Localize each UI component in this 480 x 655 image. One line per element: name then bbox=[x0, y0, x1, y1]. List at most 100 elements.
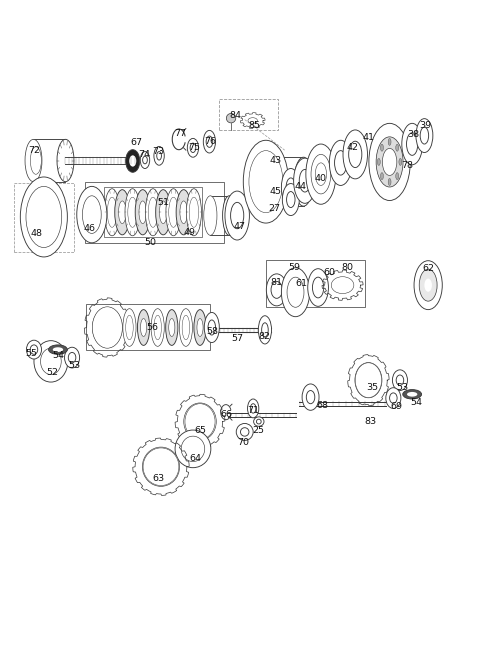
Text: 25: 25 bbox=[252, 426, 264, 436]
Ellipse shape bbox=[396, 173, 399, 179]
Text: 46: 46 bbox=[84, 224, 96, 233]
Ellipse shape bbox=[343, 130, 368, 179]
Ellipse shape bbox=[248, 118, 257, 123]
Text: 60: 60 bbox=[324, 269, 336, 278]
Ellipse shape bbox=[119, 201, 126, 223]
Ellipse shape bbox=[25, 140, 42, 181]
Text: 66: 66 bbox=[221, 409, 233, 419]
Ellipse shape bbox=[135, 190, 150, 235]
Text: 80: 80 bbox=[341, 263, 353, 272]
Ellipse shape bbox=[187, 138, 199, 157]
Text: 53: 53 bbox=[396, 383, 408, 392]
Ellipse shape bbox=[381, 173, 384, 179]
Text: 76: 76 bbox=[204, 137, 216, 146]
Ellipse shape bbox=[377, 159, 380, 166]
Text: 82: 82 bbox=[258, 332, 270, 341]
Ellipse shape bbox=[414, 261, 442, 310]
Ellipse shape bbox=[57, 140, 74, 181]
Bar bbox=[85, 181, 224, 243]
Ellipse shape bbox=[143, 448, 179, 485]
Bar bbox=[219, 100, 277, 130]
Ellipse shape bbox=[154, 147, 164, 165]
Text: 84: 84 bbox=[230, 111, 242, 121]
Ellipse shape bbox=[308, 269, 328, 307]
Ellipse shape bbox=[115, 190, 130, 235]
Ellipse shape bbox=[169, 318, 175, 337]
Text: 35: 35 bbox=[367, 383, 379, 392]
Text: 48: 48 bbox=[31, 229, 43, 238]
Ellipse shape bbox=[294, 157, 313, 206]
Ellipse shape bbox=[388, 179, 391, 185]
Ellipse shape bbox=[302, 384, 319, 410]
Text: 55: 55 bbox=[25, 349, 37, 358]
Ellipse shape bbox=[258, 316, 272, 344]
Ellipse shape bbox=[126, 315, 133, 340]
Ellipse shape bbox=[145, 189, 160, 236]
Ellipse shape bbox=[185, 403, 215, 440]
Ellipse shape bbox=[30, 147, 41, 174]
Ellipse shape bbox=[197, 318, 203, 337]
Ellipse shape bbox=[396, 144, 399, 151]
Ellipse shape bbox=[281, 268, 310, 316]
Text: 47: 47 bbox=[234, 222, 246, 231]
Ellipse shape bbox=[355, 363, 382, 398]
Ellipse shape bbox=[83, 196, 101, 233]
Text: 40: 40 bbox=[315, 174, 327, 183]
Ellipse shape bbox=[139, 201, 146, 223]
Ellipse shape bbox=[419, 269, 437, 301]
Text: 38: 38 bbox=[407, 130, 419, 139]
Ellipse shape bbox=[125, 189, 140, 236]
Text: 45: 45 bbox=[269, 187, 281, 196]
Text: 43: 43 bbox=[269, 156, 281, 165]
Text: 49: 49 bbox=[184, 227, 196, 236]
Text: 39: 39 bbox=[419, 121, 431, 130]
Ellipse shape bbox=[381, 144, 384, 151]
Ellipse shape bbox=[253, 417, 264, 426]
Text: 74: 74 bbox=[138, 150, 150, 159]
Ellipse shape bbox=[34, 341, 68, 382]
Text: 71: 71 bbox=[247, 406, 259, 415]
Ellipse shape bbox=[64, 347, 80, 368]
Text: 65: 65 bbox=[194, 426, 206, 434]
Text: 52: 52 bbox=[46, 367, 58, 377]
Ellipse shape bbox=[386, 388, 401, 409]
Ellipse shape bbox=[186, 189, 202, 236]
Text: 54: 54 bbox=[52, 351, 64, 360]
Ellipse shape bbox=[227, 113, 236, 123]
Ellipse shape bbox=[140, 151, 150, 168]
Ellipse shape bbox=[248, 399, 259, 418]
Text: 73: 73 bbox=[153, 147, 165, 156]
Ellipse shape bbox=[399, 159, 402, 166]
Ellipse shape bbox=[407, 392, 417, 397]
Ellipse shape bbox=[129, 155, 136, 166]
Bar bbox=[14, 183, 74, 252]
Ellipse shape bbox=[329, 140, 352, 185]
Ellipse shape bbox=[189, 197, 199, 227]
Ellipse shape bbox=[169, 197, 178, 227]
Ellipse shape bbox=[388, 138, 391, 145]
Ellipse shape bbox=[20, 177, 67, 257]
Ellipse shape bbox=[225, 191, 250, 240]
Text: 64: 64 bbox=[189, 454, 201, 463]
Ellipse shape bbox=[93, 307, 122, 348]
Text: 69: 69 bbox=[390, 402, 402, 411]
Ellipse shape bbox=[141, 318, 146, 337]
Text: 27: 27 bbox=[268, 204, 280, 212]
Ellipse shape bbox=[175, 430, 211, 468]
Ellipse shape bbox=[181, 436, 205, 462]
Ellipse shape bbox=[204, 312, 219, 343]
Ellipse shape bbox=[159, 201, 167, 223]
Ellipse shape bbox=[243, 140, 288, 223]
Ellipse shape bbox=[315, 163, 326, 185]
Ellipse shape bbox=[311, 155, 331, 194]
Text: 41: 41 bbox=[362, 133, 374, 142]
Ellipse shape bbox=[148, 197, 157, 227]
Ellipse shape bbox=[128, 197, 137, 227]
Ellipse shape bbox=[123, 309, 136, 346]
Ellipse shape bbox=[151, 309, 164, 346]
Ellipse shape bbox=[92, 307, 122, 348]
Ellipse shape bbox=[369, 123, 410, 200]
Ellipse shape bbox=[266, 274, 287, 306]
Text: 57: 57 bbox=[232, 334, 244, 343]
Ellipse shape bbox=[166, 310, 178, 345]
